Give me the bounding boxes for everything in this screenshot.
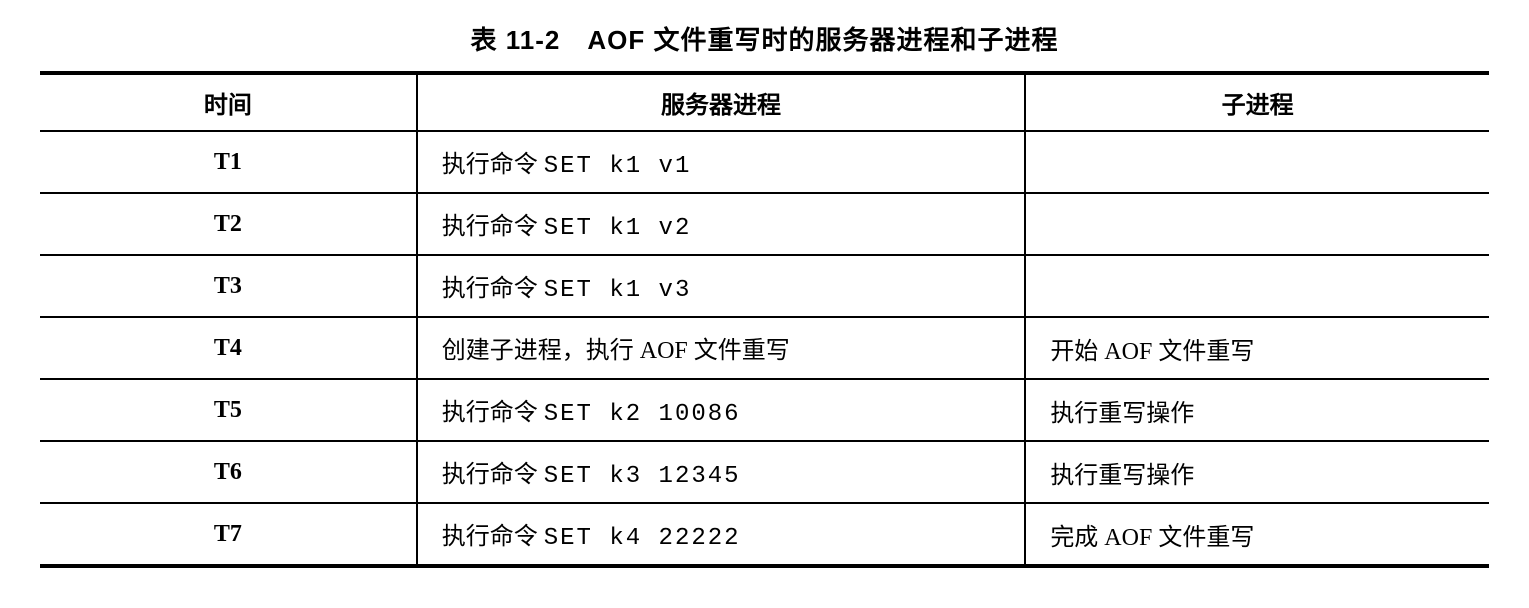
server-cmd: SET k3 12345 [544,463,741,490]
table-caption: 表 11-2 AOF 文件重写时的服务器进程和子进程 [40,20,1489,57]
server-prefix: 执行命令 [442,462,544,488]
cell-server: 执行命令 SET k1 v1 [417,131,1026,193]
cell-child [1025,131,1489,193]
col-header-time: 时间 [40,73,417,131]
table-row: T5 执行命令 SET k2 10086 执行重写操作 [40,379,1489,441]
cell-server: 执行命令 SET k3 12345 [417,441,1026,503]
cell-child: 执行重写操作 [1025,441,1489,503]
table-row: T3 执行命令 SET k1 v3 [40,255,1489,317]
server-cmd: SET k4 22222 [544,525,741,552]
server-cmd: SET k2 10086 [544,401,741,428]
cell-time: T1 [40,131,417,193]
cell-time: T5 [40,379,417,441]
cell-child [1025,255,1489,317]
server-prefix: 执行命令 [442,400,544,426]
aof-rewrite-table: 时间 服务器进程 子进程 T1 执行命令 SET k1 v1 T2 执行命令 S… [40,71,1489,568]
cell-child: 完成 AOF 文件重写 [1025,503,1489,566]
server-prefix: 创建子进程，执行 AOF 文件重写 [442,338,790,364]
cell-time: T4 [40,317,417,379]
cell-time: T3 [40,255,417,317]
server-prefix: 执行命令 [442,276,544,302]
cell-server: 创建子进程，执行 AOF 文件重写 [417,317,1026,379]
cell-time: T6 [40,441,417,503]
table-row: T1 执行命令 SET k1 v1 [40,131,1489,193]
cell-time: T7 [40,503,417,566]
col-header-server: 服务器进程 [417,73,1026,131]
server-prefix: 执行命令 [442,152,544,178]
server-prefix: 执行命令 [442,214,544,240]
page: 表 11-2 AOF 文件重写时的服务器进程和子进程 时间 服务器进程 子进程 … [0,0,1529,608]
server-cmd: SET k1 v3 [544,277,692,304]
server-cmd: SET k1 v2 [544,215,692,242]
col-header-child: 子进程 [1025,73,1489,131]
table-row: T4 创建子进程，执行 AOF 文件重写 开始 AOF 文件重写 [40,317,1489,379]
cell-child [1025,193,1489,255]
table-row: T2 执行命令 SET k1 v2 [40,193,1489,255]
table-header-row: 时间 服务器进程 子进程 [40,73,1489,131]
table-body: T1 执行命令 SET k1 v1 T2 执行命令 SET k1 v2 T3 执… [40,131,1489,566]
cell-child: 执行重写操作 [1025,379,1489,441]
table-row: T6 执行命令 SET k3 12345 执行重写操作 [40,441,1489,503]
cell-time: T2 [40,193,417,255]
server-cmd: SET k1 v1 [544,153,692,180]
cell-child: 开始 AOF 文件重写 [1025,317,1489,379]
cell-server: 执行命令 SET k2 10086 [417,379,1026,441]
cell-server: 执行命令 SET k4 22222 [417,503,1026,566]
cell-server: 执行命令 SET k1 v2 [417,193,1026,255]
table-row: T7 执行命令 SET k4 22222 完成 AOF 文件重写 [40,503,1489,566]
cell-server: 执行命令 SET k1 v3 [417,255,1026,317]
server-prefix: 执行命令 [442,524,544,550]
